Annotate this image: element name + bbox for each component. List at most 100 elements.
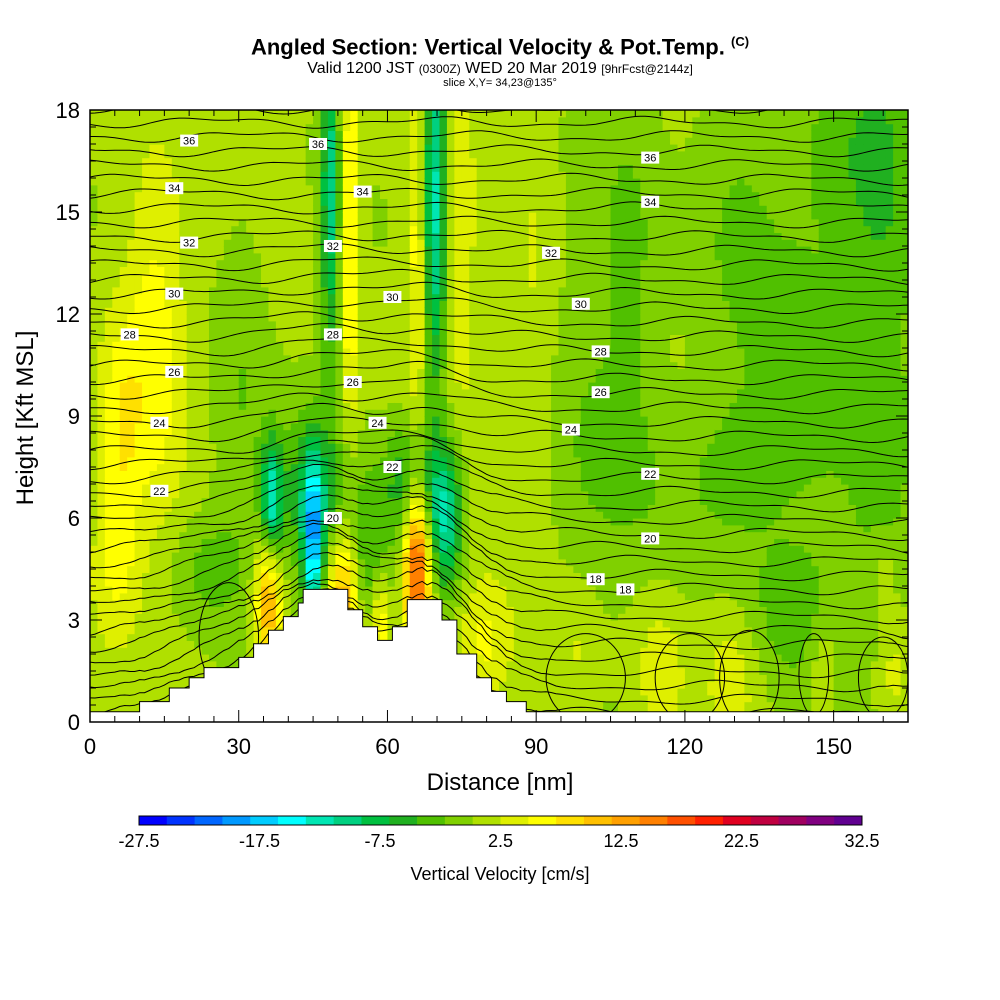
velocity-cell (305, 552, 314, 560)
velocity-cell (179, 178, 188, 186)
velocity-cell (134, 633, 143, 641)
velocity-cell (424, 300, 433, 308)
velocity-cell (112, 225, 121, 233)
velocity-cell (208, 198, 218, 206)
velocity-cell (402, 524, 411, 533)
velocity-cell (171, 205, 180, 213)
velocity-cell (372, 314, 381, 322)
velocity-cell (201, 334, 210, 342)
velocity-cell (283, 300, 292, 308)
velocity-cell (104, 300, 113, 308)
velocity-cell (97, 375, 106, 383)
velocity-cell (394, 218, 403, 227)
velocity-cell (104, 552, 113, 560)
velocity-cell (112, 348, 121, 356)
velocity-cell (476, 592, 485, 601)
velocity-cell (253, 191, 262, 199)
velocity-cell (446, 368, 455, 376)
velocity-cell (357, 212, 366, 220)
velocity-cell (424, 225, 433, 233)
velocity-cell (134, 422, 143, 431)
velocity-cell (112, 599, 121, 607)
velocity-cell (394, 191, 403, 199)
velocity-cell (298, 490, 307, 499)
velocity-cell (112, 280, 121, 288)
velocity-cell (119, 416, 128, 424)
velocity-cell (104, 198, 113, 206)
velocity-cell (461, 334, 470, 342)
velocity-cell (97, 470, 106, 478)
velocity-cell (372, 511, 381, 519)
velocity-cell (179, 660, 188, 669)
velocity-cell (194, 504, 203, 512)
velocity-cell (432, 116, 441, 125)
velocity-cell (231, 620, 240, 628)
velocity-cell (208, 361, 218, 369)
velocity-cell (402, 484, 411, 492)
velocity-cell (476, 116, 485, 125)
velocity-cell (134, 198, 143, 206)
velocity-cell (275, 164, 284, 172)
velocity-cell (268, 130, 277, 138)
velocity-cell (357, 266, 366, 274)
velocity-cell (327, 388, 336, 397)
velocity-cell (476, 477, 485, 485)
velocity-cell (409, 198, 418, 206)
velocity-cell (335, 280, 344, 288)
velocity-cell (290, 116, 299, 125)
velocity-cell (454, 327, 463, 335)
velocity-cell (238, 252, 247, 261)
velocity-cell (409, 538, 418, 546)
velocity-cell (484, 524, 493, 533)
velocity-cell (261, 606, 270, 614)
velocity-cell (439, 116, 448, 125)
velocity-cell (104, 463, 113, 471)
velocity-cell (149, 205, 158, 213)
velocity-cell (417, 341, 426, 349)
velocity-cell (208, 137, 218, 145)
velocity-cell (469, 218, 478, 227)
velocity-cell (201, 490, 210, 499)
velocity-cell (171, 246, 180, 254)
velocity-cell (275, 579, 284, 587)
velocity-cell (246, 246, 255, 254)
velocity-cell (394, 273, 403, 281)
velocity-cell (261, 239, 270, 247)
velocity-cell (342, 123, 351, 131)
velocity-cell (491, 599, 500, 607)
velocity-cell (164, 443, 173, 451)
velocity-cell (439, 293, 448, 301)
velocity-cell (380, 178, 389, 186)
velocity-cell (261, 137, 270, 145)
velocity-cell (446, 137, 455, 145)
velocity-cell (446, 443, 455, 451)
velocity-cell (149, 688, 158, 696)
velocity-cell (268, 388, 277, 397)
velocity-cell (223, 280, 232, 288)
velocity-cell (380, 218, 389, 227)
velocity-cell (327, 504, 336, 512)
velocity-cell (357, 395, 366, 403)
velocity-cell (208, 266, 218, 274)
velocity-cell (372, 545, 381, 553)
velocity-cell (112, 341, 121, 349)
velocity-cell (149, 171, 158, 179)
velocity-cell (201, 382, 210, 390)
velocity-cell (149, 681, 158, 689)
velocity-cell (104, 490, 113, 499)
velocity-cell (142, 239, 151, 247)
velocity-cell (461, 606, 470, 614)
velocity-cell (223, 402, 232, 410)
velocity-cell (156, 191, 165, 199)
velocity-cell (461, 436, 470, 444)
velocity-cell (194, 354, 203, 363)
velocity-cell (268, 599, 277, 607)
velocity-cell (417, 511, 426, 519)
velocity-cell (298, 429, 307, 437)
velocity-cell (246, 606, 255, 614)
velocity-cell (261, 205, 270, 213)
velocity-cell (476, 348, 485, 356)
velocity-cell (313, 266, 322, 274)
velocity-cell (90, 246, 99, 254)
velocity-cell (350, 198, 359, 206)
